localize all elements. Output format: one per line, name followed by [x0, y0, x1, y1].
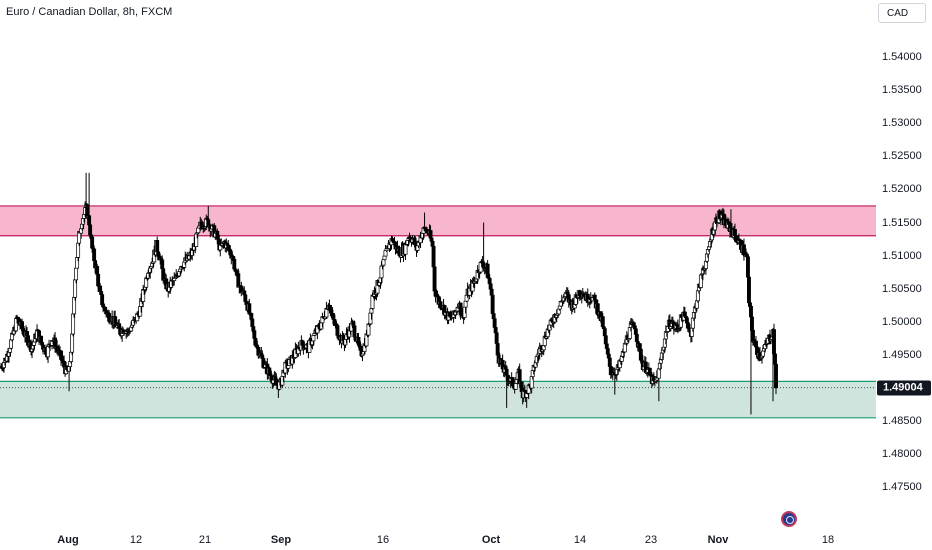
price-tick-label: 1.53500 [882, 84, 922, 97]
price-tick-label: 1.50000 [882, 315, 922, 328]
time-tick-label: 21 [198, 534, 212, 546]
candle-body [458, 302, 463, 316]
candle-body [74, 267, 79, 281]
price-tick-label: 1.52000 [882, 183, 922, 196]
price-tick-label: 1.48000 [882, 448, 922, 461]
symbol-title: Euro / Canadian Dollar, 8h, FXCM [6, 6, 173, 18]
tradingview-logo-icon [781, 511, 797, 527]
candle-body [99, 291, 104, 295]
time-tick-label: Oct [481, 534, 501, 546]
candle-body [772, 329, 776, 355]
price-tick-label: 1.50500 [882, 282, 922, 295]
price-tick-label: 1.47500 [882, 481, 922, 494]
price-tick-label: 1.51000 [882, 249, 922, 262]
support-zone[interactable] [0, 381, 876, 418]
time-tick-label: 18 [821, 534, 835, 546]
time-tick-label: Aug [57, 534, 79, 546]
candle-body [706, 246, 711, 250]
time-axis[interactable] [0, 530, 932, 550]
candle-body [249, 312, 254, 320]
time-tick-label: Sep [270, 534, 292, 546]
candle-body [622, 343, 627, 353]
time-tick-label: 12 [129, 534, 143, 546]
time-tick-label: 14 [573, 534, 587, 546]
candle [774, 363, 778, 395]
candle-body [32, 341, 36, 346]
price-chart[interactable] [0, 0, 876, 530]
resistance-zone[interactable] [0, 205, 876, 236]
candle-body [155, 240, 160, 253]
price-tick-label: 1.48500 [882, 415, 922, 428]
candle-body [513, 383, 518, 390]
time-tick-label: Nov [707, 534, 729, 546]
candle-body [607, 357, 612, 367]
candle-body [773, 353, 777, 365]
candle-body [403, 243, 408, 255]
candle-body [286, 365, 291, 369]
candle-body [39, 335, 44, 343]
candle-body [602, 328, 607, 337]
price-tick-label: 1.49500 [882, 348, 922, 361]
candle-body [381, 259, 386, 266]
price-tick-label: 1.53000 [882, 117, 922, 130]
candle-body [431, 245, 436, 268]
price-tick-label: 1.54000 [882, 51, 922, 63]
price-axis[interactable] [876, 0, 932, 530]
candle-body [382, 255, 387, 261]
price-tick-label: 1.52500 [882, 150, 922, 163]
candle-body [774, 363, 778, 389]
candle-body [494, 332, 499, 344]
candle-body [300, 340, 305, 346]
candle-body [634, 334, 639, 342]
candle-body [311, 334, 316, 342]
time-tick-label: 23 [644, 534, 658, 546]
candle-body [70, 333, 75, 353]
currency-selector[interactable]: CAD [878, 3, 926, 23]
chart-area[interactable]: Euro / Canadian Dollar, 8h, FXCM [0, 0, 876, 530]
time-tick-label: 16 [376, 534, 390, 546]
candle-body [761, 350, 765, 357]
last-price-label: 1.49004 [877, 380, 931, 396]
price-tick-label: 1.51500 [882, 216, 922, 229]
candle [324, 301, 329, 319]
candle-body [592, 294, 597, 301]
